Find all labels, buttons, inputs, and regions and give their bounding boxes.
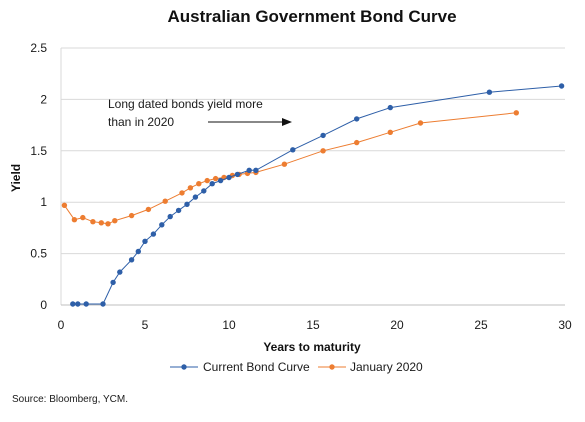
data-point-jan2020 bbox=[204, 177, 210, 184]
x-tick-labels: 0 5 10 15 20 25 30 bbox=[58, 318, 572, 332]
data-point-current bbox=[486, 89, 493, 95]
data-point-current bbox=[217, 177, 224, 184]
y-tick-label: 2.5 bbox=[30, 41, 47, 55]
gridlines bbox=[61, 47, 565, 255]
data-point-jan2020 bbox=[112, 218, 118, 224]
data-point-current bbox=[142, 238, 148, 244]
data-point-jan2020 bbox=[90, 219, 96, 225]
y-tick-label: 1 bbox=[40, 195, 47, 209]
series-current bbox=[70, 83, 565, 307]
y-tick-label: 1.5 bbox=[30, 144, 47, 158]
data-point-current bbox=[192, 194, 199, 200]
data-point-current bbox=[201, 188, 207, 194]
data-point-current bbox=[290, 147, 296, 153]
data-point-jan2020 bbox=[354, 139, 360, 146]
data-point-current bbox=[70, 301, 76, 307]
data-point-jan2020 bbox=[80, 214, 86, 221]
data-point-jan2020 bbox=[105, 221, 111, 227]
data-point-jan2020 bbox=[71, 217, 78, 223]
x-tick-label: 5 bbox=[142, 318, 149, 332]
x-tick-label: 25 bbox=[474, 318, 488, 332]
y-tick-labels: 0 0.5 1 1.5 2 2.5 bbox=[30, 41, 47, 312]
data-point-current bbox=[100, 301, 106, 307]
data-point-current bbox=[253, 167, 259, 173]
y-tick-label: 0 bbox=[40, 298, 47, 312]
annotation-arrow-head bbox=[282, 118, 292, 126]
data-point-current bbox=[75, 301, 81, 307]
x-tick-label: 10 bbox=[222, 318, 236, 332]
x-tick-label: 30 bbox=[558, 318, 572, 332]
data-point-current bbox=[184, 201, 190, 207]
data-point-current bbox=[209, 181, 215, 187]
data-point-current bbox=[320, 132, 326, 139]
data-point-jan2020 bbox=[179, 190, 185, 196]
data-point-current bbox=[387, 104, 393, 111]
y-axis-label: Yield bbox=[9, 164, 23, 192]
data-point-current bbox=[558, 83, 565, 89]
axes bbox=[60, 48, 565, 306]
y-tick-label: 2 bbox=[40, 92, 47, 106]
x-axis-label: Years to maturity bbox=[263, 340, 361, 354]
series bbox=[61, 83, 565, 307]
data-point-current bbox=[150, 231, 157, 237]
data-point-jan2020 bbox=[196, 181, 202, 187]
x-tick-label: 20 bbox=[390, 318, 404, 332]
x-tick-label: 0 bbox=[58, 318, 65, 332]
annotation: Long dated bonds yield more than in 2020 bbox=[108, 97, 292, 129]
data-point-current bbox=[226, 174, 232, 181]
data-point-current bbox=[167, 213, 173, 220]
data-point-current bbox=[159, 222, 165, 228]
y-tick-label: 0.5 bbox=[30, 247, 47, 261]
data-point-jan2020 bbox=[61, 202, 68, 208]
data-point-jan2020 bbox=[187, 185, 194, 191]
data-point-current bbox=[246, 167, 252, 173]
source-note: Source: Bloomberg, YCM. bbox=[12, 394, 128, 405]
x-tick-label: 15 bbox=[306, 318, 320, 332]
data-point-jan2020 bbox=[320, 148, 326, 154]
annotation-line-1: Long dated bonds yield more bbox=[108, 97, 263, 111]
data-point-current bbox=[234, 171, 241, 178]
series-line-jan2020 bbox=[63, 112, 517, 225]
annotation-line-2: than in 2020 bbox=[108, 115, 174, 129]
data-point-jan2020 bbox=[387, 129, 393, 135]
data-point-jan2020 bbox=[128, 212, 135, 219]
legend-jan2020-marker bbox=[329, 364, 335, 370]
data-point-jan2020 bbox=[417, 120, 424, 126]
data-point-current bbox=[117, 269, 123, 275]
legend: Current Bond Curve January 2020 bbox=[170, 360, 423, 374]
data-point-current bbox=[175, 207, 182, 214]
data-point-current bbox=[354, 116, 360, 122]
legend-current-marker bbox=[181, 364, 187, 370]
legend-jan2020-label: January 2020 bbox=[350, 360, 423, 374]
data-point-jan2020 bbox=[513, 110, 519, 116]
legend-current-label: Current Bond Curve bbox=[203, 360, 310, 374]
data-point-current bbox=[128, 257, 135, 263]
data-point-jan2020 bbox=[98, 220, 105, 226]
data-point-jan2020 bbox=[162, 198, 168, 204]
data-point-current bbox=[135, 248, 141, 255]
series-line-current bbox=[72, 85, 562, 305]
chart-title: Australian Government Bond Curve bbox=[167, 7, 456, 26]
data-point-current bbox=[110, 279, 116, 286]
data-point-jan2020 bbox=[281, 161, 288, 167]
data-point-jan2020 bbox=[145, 206, 152, 213]
data-point-current bbox=[83, 301, 89, 307]
data-point-jan2020 bbox=[212, 175, 219, 182]
